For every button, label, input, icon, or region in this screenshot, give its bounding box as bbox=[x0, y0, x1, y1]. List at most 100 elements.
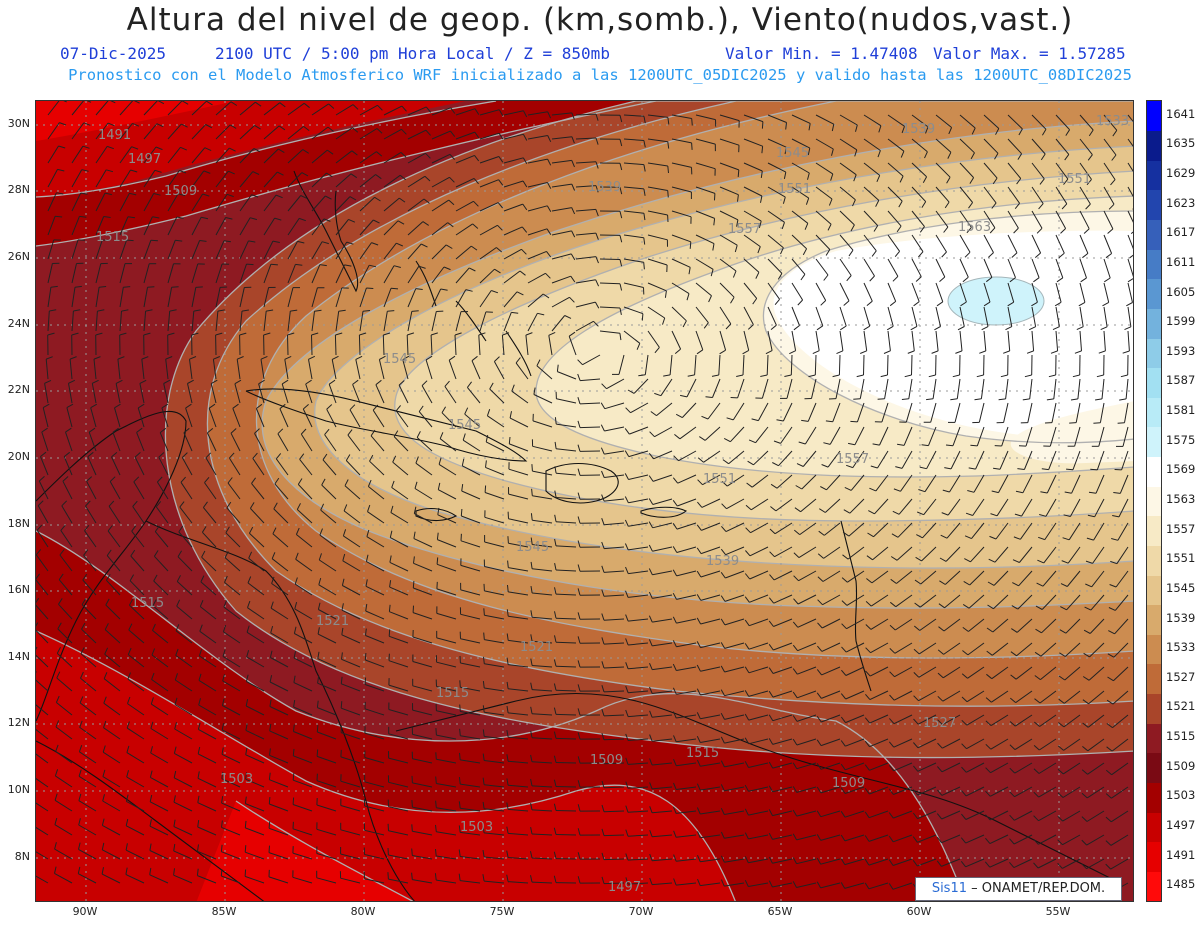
wind-barb-flag bbox=[696, 349, 704, 355]
wind-barb bbox=[460, 589, 481, 596]
wind-barb-flag bbox=[1015, 490, 1024, 494]
wind-barb bbox=[965, 810, 985, 820]
wind-barb-flag bbox=[173, 819, 176, 827]
wind-barb bbox=[849, 498, 865, 514]
wind-barb bbox=[1101, 378, 1105, 399]
wind-barb-flag bbox=[81, 598, 87, 605]
wind-barb bbox=[1055, 306, 1060, 327]
wind-barb bbox=[838, 354, 841, 376]
wind-barb bbox=[202, 531, 217, 548]
wind-barb bbox=[441, 412, 457, 428]
wind-barb-flag bbox=[619, 283, 623, 291]
wind-barb-flag bbox=[928, 374, 936, 378]
wind-barb-flag bbox=[595, 161, 599, 169]
wind-barb-flag bbox=[221, 722, 225, 731]
wind-barb-flag bbox=[203, 170, 211, 174]
wind-barb bbox=[1027, 402, 1033, 423]
wind-barb-flag bbox=[720, 784, 725, 791]
wind-barb-flag bbox=[145, 309, 153, 312]
wind-barb-flag bbox=[252, 452, 258, 459]
wind-barb-flag bbox=[80, 671, 84, 679]
wind-barb bbox=[247, 607, 265, 620]
wind-barb-flag bbox=[275, 453, 282, 460]
wind-barb-flag bbox=[36, 573, 41, 580]
wind-barb-flag bbox=[964, 558, 971, 563]
wind-barb-flag bbox=[638, 374, 646, 377]
wind-barb-flag bbox=[1084, 606, 1092, 611]
wind-barb bbox=[204, 482, 217, 500]
wind-barb bbox=[47, 192, 57, 212]
wind-barb bbox=[364, 854, 385, 860]
wind-barb-flag bbox=[761, 146, 764, 154]
wind-barb-flag bbox=[223, 240, 231, 243]
wind-barb-flag bbox=[546, 251, 552, 258]
wind-barb bbox=[431, 288, 442, 308]
wind-barb-flag bbox=[577, 373, 581, 381]
wind-barb-flag bbox=[649, 853, 653, 861]
wind-barb bbox=[604, 426, 625, 432]
wind-barb-flag bbox=[577, 540, 581, 548]
wind-barb bbox=[129, 604, 145, 620]
wind-barb bbox=[66, 407, 73, 428]
wind-barb-flag bbox=[865, 647, 871, 654]
wind-barb bbox=[887, 282, 897, 302]
wind-barb-flag bbox=[506, 754, 509, 762]
wind-barb-flag bbox=[601, 661, 605, 669]
wind-barb bbox=[989, 810, 1009, 821]
wind-barb bbox=[1113, 642, 1129, 658]
wind-barb-flag bbox=[625, 638, 629, 646]
wind-barb bbox=[944, 594, 961, 609]
wind-barb-flag bbox=[85, 500, 91, 507]
wind-barb-flag bbox=[792, 644, 798, 652]
wind-barb bbox=[628, 594, 649, 598]
wind-barb bbox=[431, 311, 437, 332]
wind-barb bbox=[56, 677, 73, 692]
wind-barb bbox=[471, 360, 481, 380]
wind-barb-flag bbox=[744, 573, 751, 580]
wind-barb-flag bbox=[1013, 227, 1019, 234]
wind-barb-flag bbox=[919, 226, 925, 233]
wind-barb bbox=[460, 540, 481, 548]
wind-barb-flag bbox=[388, 629, 391, 637]
wind-barb-flag bbox=[624, 473, 629, 480]
wind-barb bbox=[1087, 762, 1105, 775]
wind-barb bbox=[464, 413, 481, 428]
wind-barb-flag bbox=[301, 172, 309, 177]
wind-barb bbox=[383, 242, 397, 260]
wind-barb-flag bbox=[571, 183, 576, 191]
wind-barb-flag bbox=[271, 552, 276, 559]
wind-barb bbox=[896, 570, 913, 584]
color-scale-label: 1515 bbox=[1166, 729, 1196, 744]
wind-barb bbox=[700, 786, 721, 791]
wind-barb-flag bbox=[755, 272, 760, 279]
wind-barb-flag bbox=[102, 769, 106, 777]
wind-barb-flag bbox=[960, 837, 967, 844]
geopotential-map[interactable]: 1491 1497 1509 1515 1539 1545 1551 1557 … bbox=[35, 100, 1134, 902]
lesser-antilles-arc bbox=[840, 520, 872, 692]
wind-barb bbox=[36, 529, 49, 548]
wind-barb-flag bbox=[674, 434, 681, 440]
wind-barb bbox=[1055, 234, 1065, 254]
wind-barb-flag bbox=[153, 550, 159, 557]
wind-barb bbox=[868, 882, 889, 890]
wind-barb-flag bbox=[244, 869, 247, 877]
wind-barb bbox=[293, 779, 313, 788]
wind-barb bbox=[38, 480, 49, 500]
wind-barb-flag bbox=[619, 235, 623, 243]
wind-barb-flag bbox=[523, 110, 528, 118]
wind-barb-flag bbox=[673, 878, 677, 886]
wind-barb-flag bbox=[1062, 537, 1070, 541]
wind-barb bbox=[839, 138, 858, 151]
wind-barb bbox=[1031, 138, 1046, 155]
wind-barb bbox=[36, 629, 49, 644]
wind-barb bbox=[199, 606, 217, 620]
wind-barb-flag bbox=[961, 813, 967, 820]
wind-barb bbox=[250, 508, 265, 524]
wind-barb-flag bbox=[571, 112, 575, 120]
wind-barb bbox=[555, 617, 577, 620]
wind-barb-flag bbox=[1040, 491, 1048, 494]
wind-barb bbox=[652, 882, 673, 886]
wind-barb bbox=[829, 426, 841, 445]
color-scale-label: 1551 bbox=[1166, 551, 1196, 566]
wind-barb-flag bbox=[266, 309, 274, 312]
